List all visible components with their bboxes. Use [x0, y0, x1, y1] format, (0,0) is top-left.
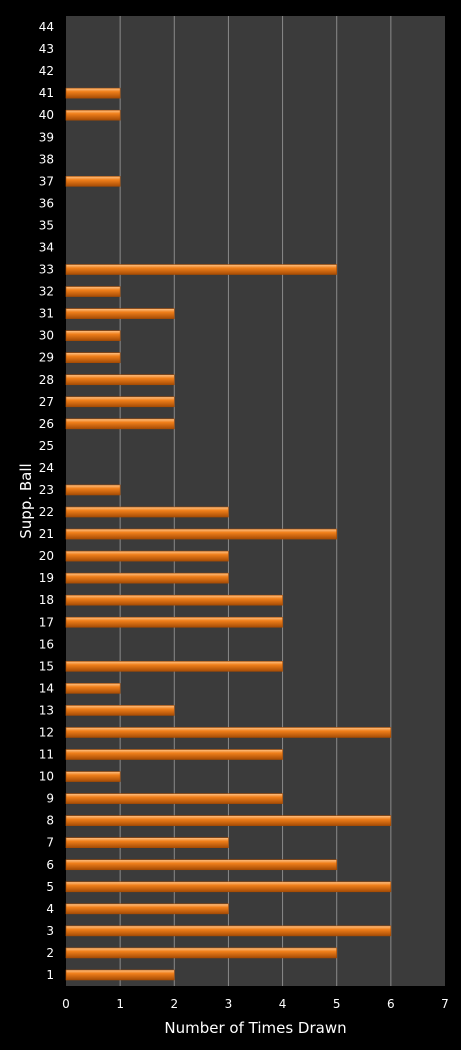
- y-tick-label: 20: [39, 549, 54, 563]
- x-tick-label: 1: [116, 997, 124, 1011]
- y-tick-label: 44: [39, 20, 54, 34]
- bar: [65, 286, 121, 297]
- bar: [65, 87, 121, 99]
- bar: [65, 815, 392, 826]
- bar: [65, 506, 229, 518]
- y-tick-label: 30: [39, 329, 54, 343]
- y-tick-label: 15: [39, 659, 54, 673]
- bar: [65, 109, 121, 121]
- y-tick-label: 11: [39, 748, 54, 762]
- bar: [65, 176, 121, 187]
- bar: [65, 859, 338, 871]
- y-tick-label: 26: [39, 417, 54, 431]
- y-tick-label: 2: [46, 946, 54, 960]
- y-tick-label: 7: [46, 836, 54, 850]
- bar: [65, 793, 283, 804]
- y-tick-label: 19: [39, 571, 54, 585]
- y-tick-label: 10: [39, 770, 54, 784]
- y-tick-label: 8: [46, 814, 54, 828]
- y-tick-label: 32: [39, 285, 54, 299]
- bar: [65, 550, 229, 562]
- bar: [65, 969, 175, 981]
- bar: [65, 837, 229, 849]
- bar: [65, 771, 121, 782]
- y-tick-label: 42: [39, 64, 54, 78]
- bar: [65, 352, 121, 364]
- bar: [65, 330, 121, 341]
- bar: [65, 881, 392, 893]
- x-tick-label: 5: [333, 997, 341, 1011]
- bar: [65, 661, 283, 672]
- bar: [65, 308, 175, 319]
- x-axis-title: Number of Times Drawn: [164, 1019, 346, 1037]
- y-tick-label: 16: [39, 637, 54, 651]
- y-tick-label: 6: [46, 858, 54, 872]
- x-tick-label: 0: [62, 997, 70, 1011]
- x-tick-label: 2: [170, 997, 178, 1011]
- y-tick-label: 3: [46, 924, 54, 938]
- bar: [65, 418, 175, 430]
- y-tick-label: 25: [39, 439, 54, 453]
- bar: [65, 749, 283, 760]
- x-tick-label: 4: [279, 997, 287, 1011]
- x-tick-label: 6: [387, 997, 395, 1011]
- y-tick-label: 36: [39, 196, 54, 210]
- x-axis-ticks: 0 1 2 3 4 5 6 7: [62, 997, 449, 1011]
- bar: [65, 374, 175, 386]
- y-axis-title: Supp. Ball: [17, 463, 35, 538]
- y-tick-label: 9: [46, 792, 54, 806]
- y-tick-label: 1: [46, 968, 54, 982]
- bar: [65, 903, 229, 915]
- bar: [65, 572, 229, 584]
- bar: [65, 925, 392, 937]
- bar: [65, 484, 121, 496]
- y-tick-label: 43: [39, 42, 54, 56]
- bar: [65, 396, 175, 408]
- y-tick-label: 5: [46, 880, 54, 894]
- y-tick-label: 18: [39, 593, 54, 607]
- bar: [65, 727, 392, 738]
- y-tick-label: 37: [39, 174, 54, 188]
- y-tick-label: 12: [39, 725, 54, 739]
- y-tick-label: 14: [39, 681, 54, 695]
- y-tick-label: 35: [39, 218, 54, 232]
- bar: [65, 683, 121, 694]
- bars: [65, 87, 392, 981]
- y-tick-label: 33: [39, 263, 54, 277]
- y-tick-label: 31: [39, 307, 54, 321]
- y-tick-label: 4: [46, 902, 54, 916]
- bar: [65, 947, 338, 959]
- y-tick-label: 17: [39, 615, 54, 629]
- y-tick-label: 34: [39, 240, 54, 254]
- y-tick-label: 24: [39, 461, 54, 475]
- y-tick-label: 29: [39, 351, 54, 365]
- y-tick-label: 13: [39, 703, 54, 717]
- bar: [65, 616, 283, 628]
- y-tick-label: 41: [39, 86, 54, 100]
- y-tick-label: 39: [39, 130, 54, 144]
- bar: [65, 528, 338, 540]
- bar: [65, 264, 338, 275]
- x-tick-label: 3: [225, 997, 233, 1011]
- y-tick-label: 40: [39, 108, 54, 122]
- y-tick-label: 21: [39, 527, 54, 541]
- y-axis-ticks: 1234567891011121314151617181920212223242…: [39, 20, 54, 982]
- bar: [65, 705, 175, 716]
- y-tick-label: 22: [39, 505, 54, 519]
- y-tick-label: 38: [39, 152, 54, 166]
- y-tick-label: 27: [39, 395, 54, 409]
- bar: [65, 594, 283, 606]
- x-tick-label: 7: [441, 997, 449, 1011]
- y-tick-label: 23: [39, 483, 54, 497]
- y-tick-label: 28: [39, 373, 54, 387]
